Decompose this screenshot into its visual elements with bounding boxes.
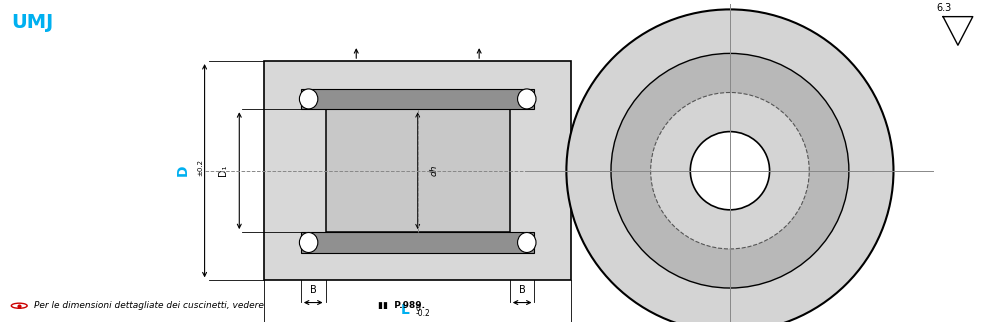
Bar xyxy=(264,61,572,280)
Text: d: d xyxy=(632,168,642,174)
Ellipse shape xyxy=(651,92,809,249)
Text: Per le dimensioni dettagliate dei cuscinetti, vedere: Per le dimensioni dettagliate dei cuscin… xyxy=(34,301,264,310)
Text: UMJ: UMJ xyxy=(11,14,54,32)
Bar xyxy=(301,89,535,109)
Ellipse shape xyxy=(611,53,849,288)
Bar xyxy=(572,145,606,196)
Text: D₁: D₁ xyxy=(219,165,229,176)
Text: 0: 0 xyxy=(415,304,420,313)
Text: -0.2: -0.2 xyxy=(415,309,430,318)
Ellipse shape xyxy=(690,131,769,210)
Ellipse shape xyxy=(299,89,318,109)
Ellipse shape xyxy=(518,89,536,109)
Text: ▮▮  P.989.: ▮▮ P.989. xyxy=(378,301,425,310)
Ellipse shape xyxy=(518,233,536,253)
Ellipse shape xyxy=(567,9,894,323)
Text: D: D xyxy=(176,165,190,176)
Text: B: B xyxy=(519,285,526,295)
Text: dh: dh xyxy=(429,165,438,176)
Ellipse shape xyxy=(299,233,318,253)
Bar xyxy=(325,109,510,232)
Circle shape xyxy=(11,303,27,308)
Bar xyxy=(301,232,535,253)
Text: ±0.2: ±0.2 xyxy=(198,159,204,176)
Text: 6.3: 6.3 xyxy=(936,4,951,14)
Text: L: L xyxy=(401,303,410,317)
Text: B: B xyxy=(310,285,317,295)
